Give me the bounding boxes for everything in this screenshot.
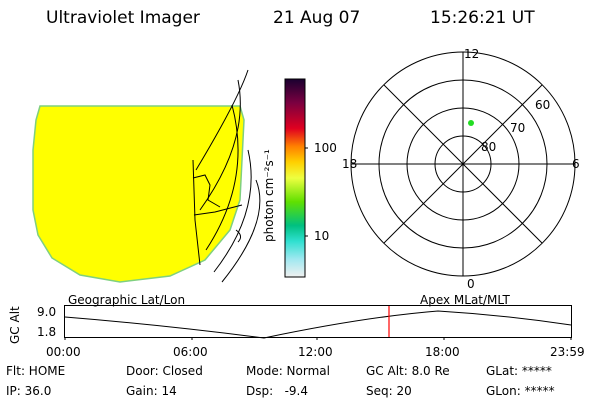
info-seq: Seq: 20 [366,384,412,398]
polar-label-70: 70 [510,121,525,135]
timeline-y-top: 9.0 [37,305,57,319]
info-mode: Mode: Normal [246,364,330,378]
polar-label-18: 18 [342,157,357,171]
info-gain: Gain: 14 [126,384,177,398]
polar-label-0: 0 [467,277,475,291]
uv-image-panel [32,69,261,283]
time-label: 15:26:21 UT [430,8,535,28]
info-gc-alt: GC Alt: 8.0 Re [366,364,450,378]
polar-label-80: 80 [481,140,496,154]
altitude-timeline [64,305,572,340]
timeline-right-label: Apex MLat/MLT [420,293,510,307]
timeline-tick-4: 23:59 [550,345,585,359]
timeline-y-title: GC Alt [8,306,22,344]
polar-diag-2 [383,84,543,244]
uv-image-disk [32,105,245,283]
info-flt: Flt: HOME [6,364,66,378]
info-glon: GLon: ***** [486,384,555,398]
colorbar-tick-100: 100 [314,141,337,155]
polar-label-6: 6 [572,157,580,171]
polar-label-12: 12 [464,48,479,61]
instrument-title: Ultraviolet Imager [46,8,200,28]
altitude-curve [64,310,572,339]
geo-grid-lines [192,69,261,283]
timeline-tick-1: 06:00 [173,345,208,359]
timeline-tick-0: 00:00 [46,345,81,359]
date-label: 21 Aug 07 [273,8,361,28]
info-glat: GLat: ***** [486,364,552,378]
timeline-y-bottom: 1.8 [37,325,57,339]
colorbar-tick-10: 10 [314,229,330,243]
timeline-left-label: Geographic Lat/Lon [68,293,186,307]
colorbar [284,78,308,278]
polar-plot: 12 18 6 0 60 70 80 [342,48,580,292]
timeline-tick-3: 18:00 [425,345,460,359]
spacecraft-point [468,120,474,126]
info-ip: IP: 36.0 [6,384,52,398]
info-dsp: Dsp: -9.4 [246,384,309,398]
polar-label-60: 60 [535,98,550,112]
colorbar-unit-label: photon cm⁻²s⁻¹ [262,149,276,242]
timeline-tick-2: 12:00 [298,345,333,359]
info-door: Door: Closed [126,364,203,378]
